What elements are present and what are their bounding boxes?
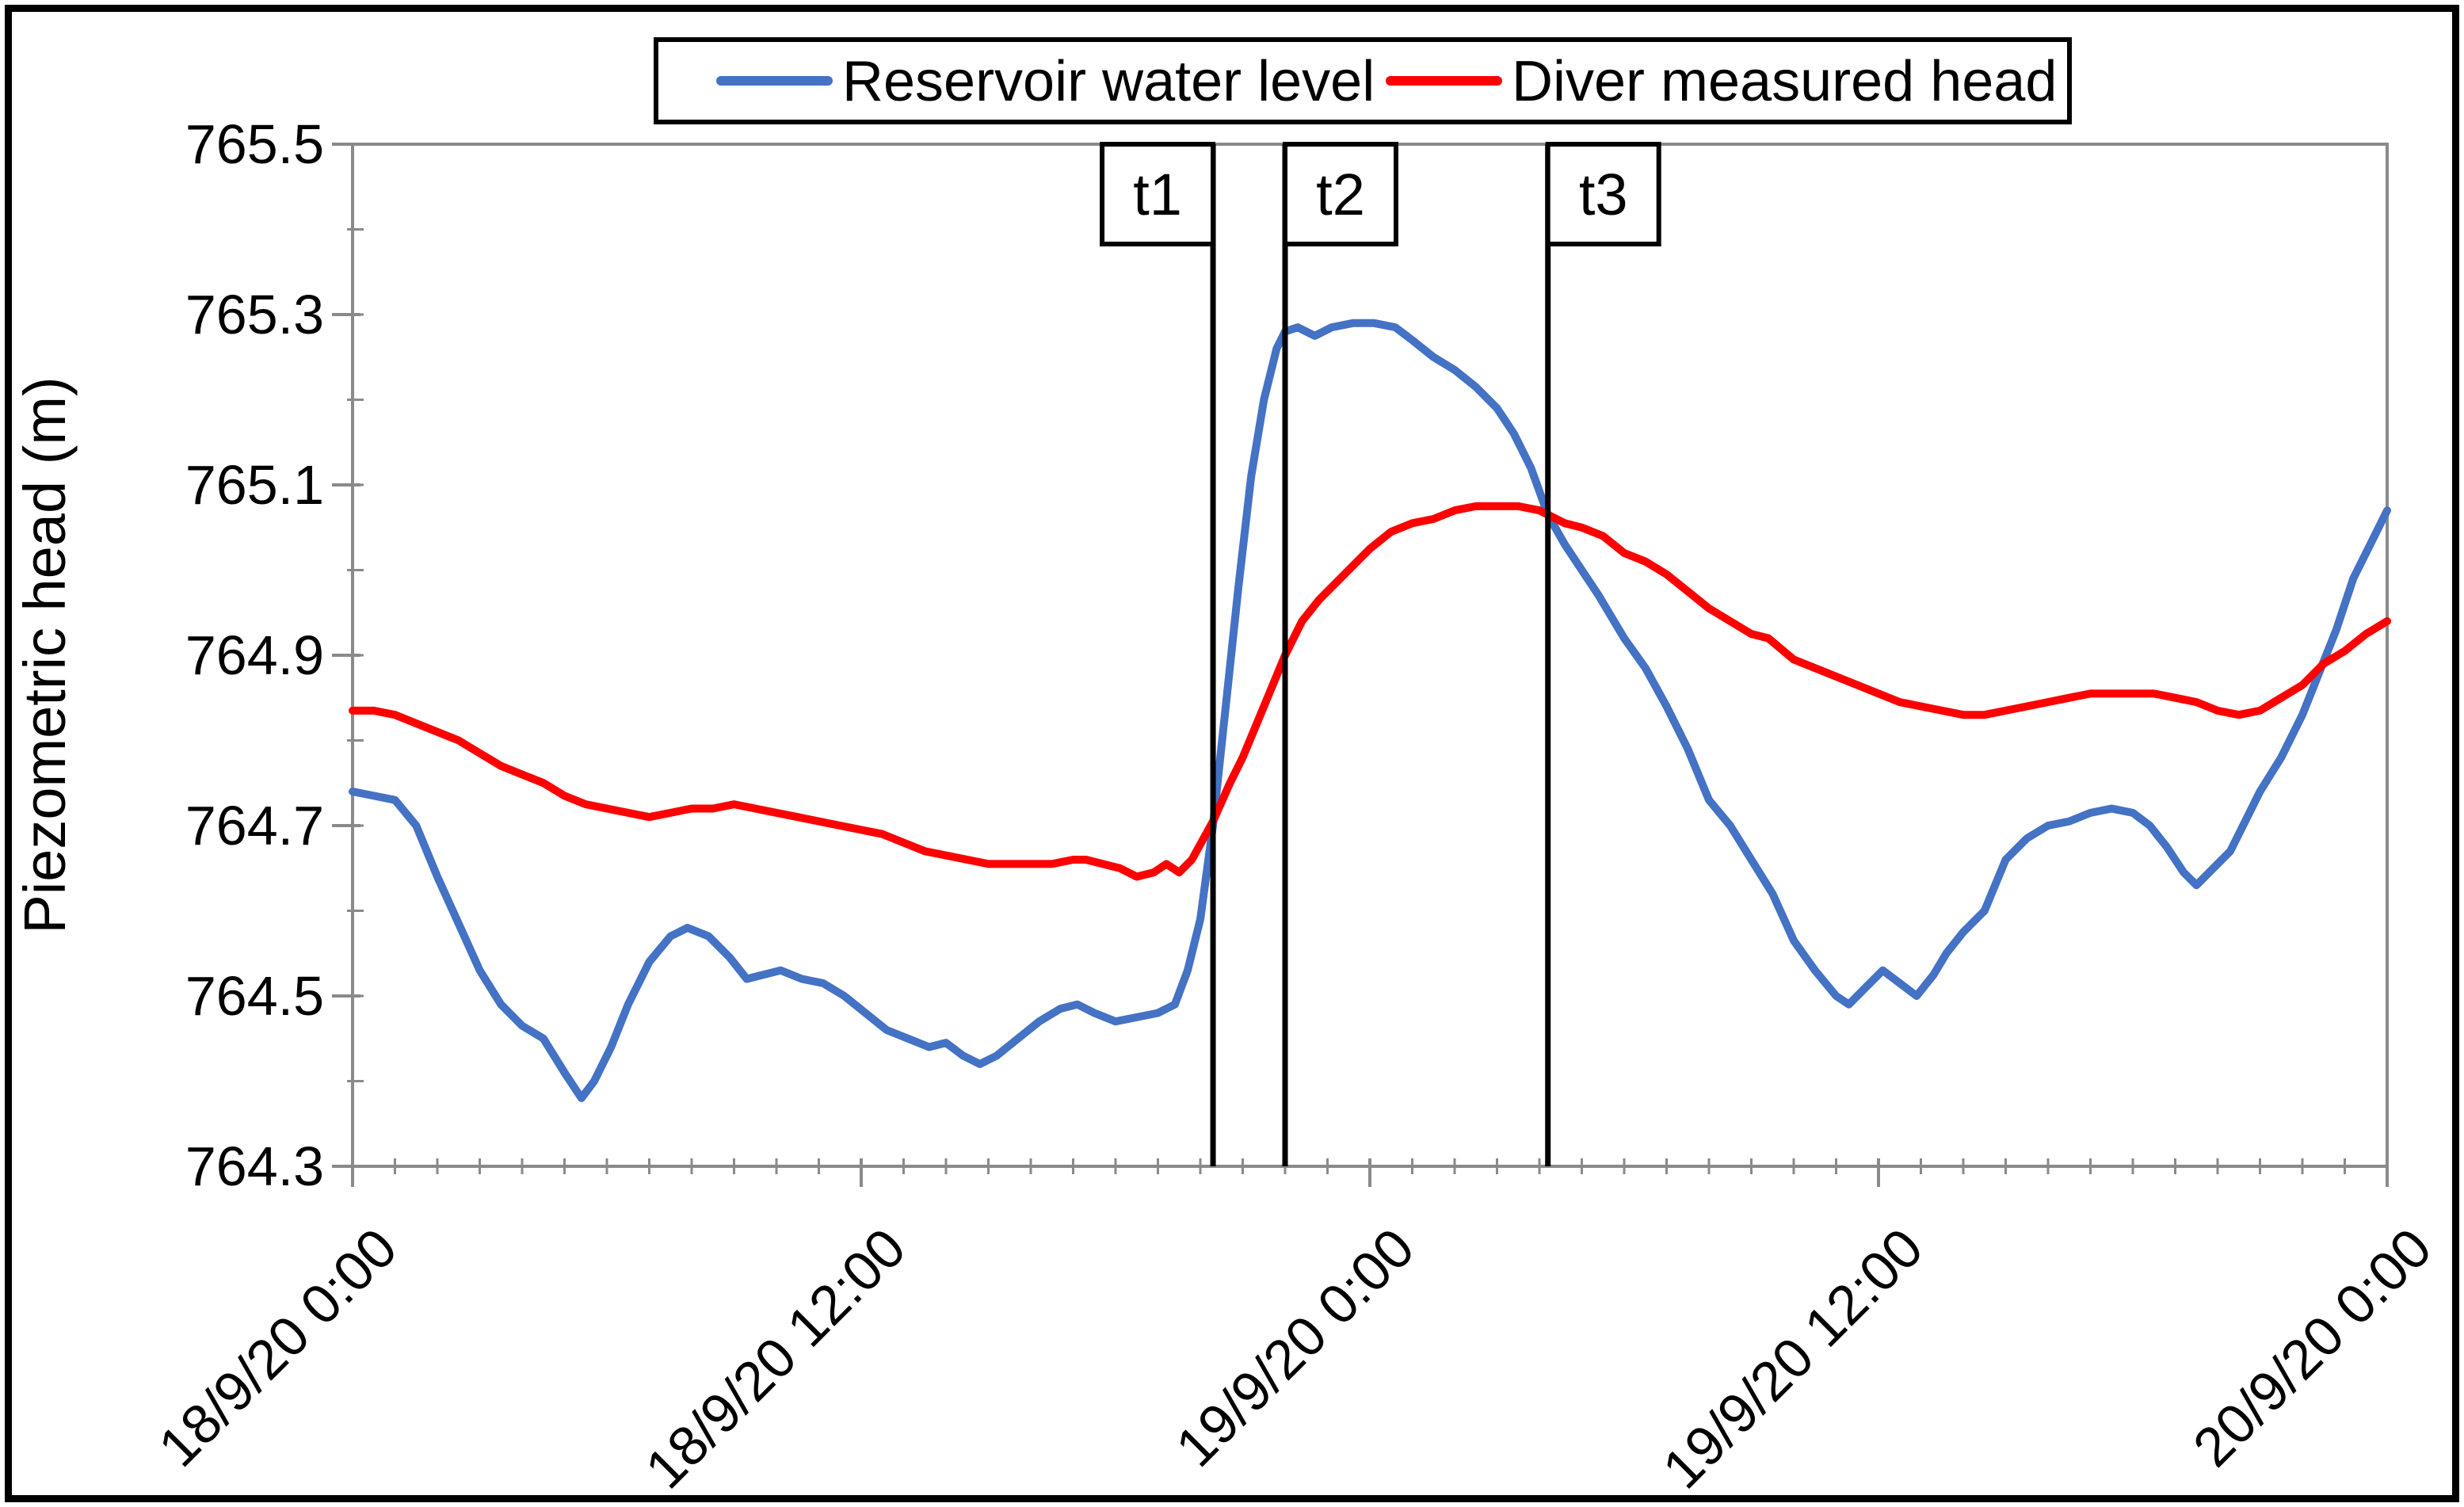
legend-label: Reservoir water level: [842, 50, 1375, 113]
marker-label-t1: t1: [1133, 162, 1182, 227]
legend-box: [654, 37, 2072, 124]
marker-box-t1: [1100, 142, 1216, 246]
marker-box-t2: [1283, 142, 1398, 246]
x-tick-label: 19/9/20 12:00: [1651, 1216, 1935, 1500]
y-tick-label: 765.5: [185, 113, 324, 175]
y-tick-label: 764.7: [185, 795, 324, 857]
time-marker-annotations: t1 t2 t3: [1100, 142, 1661, 1166]
diver-measured-head-line: [349, 502, 2391, 881]
x-tick-label: 18/9/20 12:00: [634, 1216, 917, 1500]
axes: 765.5 765.3 765.1 764.9 764.7 764.5 764.3 18/9/…: [147, 113, 2443, 1500]
plot-area-border: [351, 143, 2389, 1168]
y-tick-label: 765.3: [185, 284, 324, 345]
legend-label: Diver measured head: [1512, 50, 2057, 113]
y-tick-label: 764.9: [185, 624, 324, 686]
marker-box-t3: [1545, 142, 1661, 246]
x-tick-label: 20/9/20 0:00: [2181, 1216, 2443, 1478]
series-lines: [349, 319, 2391, 1102]
x-tick-label: 19/9/20 0:00: [1164, 1216, 1425, 1478]
x-tick-label: 18/9/20 0:00: [147, 1216, 408, 1478]
marker-label-t3: t3: [1579, 162, 1628, 227]
y-axis-title: Piezometric head (m): [12, 376, 78, 933]
reservoir-water-level-line: [349, 319, 2391, 1102]
y-tick-label: 765.1: [185, 454, 324, 516]
marker-label-t2: t2: [1316, 162, 1365, 227]
y-tick-label: 764.5: [185, 965, 324, 1027]
image-border-frame: [5, 5, 2459, 1502]
legend: Reservoir water level Diver measured head: [654, 37, 2072, 124]
y-tick-label: 764.3: [185, 1135, 324, 1197]
